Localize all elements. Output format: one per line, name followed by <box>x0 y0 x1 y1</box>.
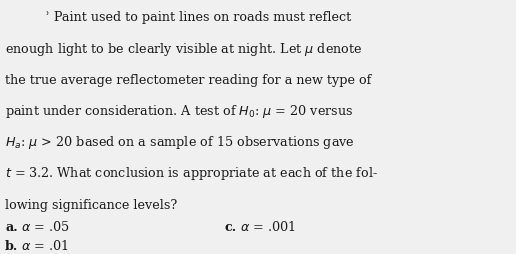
Text: a.: a. <box>5 221 18 234</box>
Text: c.: c. <box>224 221 236 234</box>
Text: $\alpha$ = .01: $\alpha$ = .01 <box>17 239 69 253</box>
Text: lowing significance levels?: lowing significance levels? <box>5 199 178 212</box>
Text: the true average reflectometer reading for a new type of: the true average reflectometer reading f… <box>5 74 372 87</box>
Text: b.: b. <box>5 240 19 253</box>
Text: ʾ Paint used to paint lines on roads must reflect: ʾ Paint used to paint lines on roads mus… <box>46 11 352 24</box>
Text: paint under consideration. A test of $H_0$: $\mu$ = 20 versus: paint under consideration. A test of $H_… <box>5 103 353 120</box>
Text: $\alpha$ = .05: $\alpha$ = .05 <box>17 220 70 234</box>
Text: enough light to be clearly visible at night. Let $\mu$ denote: enough light to be clearly visible at ni… <box>5 41 363 57</box>
Text: $\alpha$ = .001: $\alpha$ = .001 <box>236 220 296 234</box>
Text: $H_a$: $\mu$ > 20 based on a sample of 15 observations gave: $H_a$: $\mu$ > 20 based on a sample of 1… <box>5 134 355 151</box>
Text: $t$ = 3.2. What conclusion is appropriate at each of the fol-: $t$ = 3.2. What conclusion is appropriat… <box>5 166 378 182</box>
